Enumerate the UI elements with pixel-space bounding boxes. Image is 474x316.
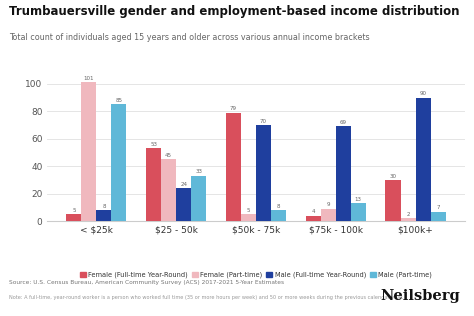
Text: 2: 2 [406, 212, 410, 217]
Text: 70: 70 [260, 118, 267, 124]
Bar [191, 176, 206, 221]
Bar [351, 203, 366, 221]
Legend: Female (Full-time Year-Round), Female (Part-time), Male (Full-time Year-Round), : Female (Full-time Year-Round), Female (P… [77, 269, 435, 281]
Text: 30: 30 [390, 173, 396, 179]
Text: Note: A full-time, year-round worker is a person who worked full time (35 or mor: Note: A full-time, year-round worker is … [9, 295, 404, 300]
Text: 4: 4 [311, 209, 315, 214]
Bar [96, 210, 111, 221]
Bar [256, 125, 271, 221]
Text: 33: 33 [195, 169, 202, 174]
Text: Neilsberg: Neilsberg [380, 289, 460, 303]
Bar [385, 180, 401, 221]
Bar [321, 209, 336, 221]
Text: 8: 8 [102, 204, 106, 209]
Text: 53: 53 [150, 142, 157, 147]
Bar [416, 98, 430, 221]
Bar [306, 216, 321, 221]
Bar [66, 214, 82, 221]
Bar [146, 149, 161, 221]
Text: 7: 7 [436, 205, 440, 210]
Bar [401, 218, 416, 221]
Text: Source: U.S. Census Bureau, American Community Survey (ACS) 2017-2021 5-Year Est: Source: U.S. Census Bureau, American Com… [9, 280, 284, 285]
Text: 45: 45 [165, 153, 172, 158]
Text: 90: 90 [419, 91, 427, 96]
Text: 24: 24 [180, 182, 187, 187]
Text: 5: 5 [72, 208, 76, 213]
Text: Trumbauersville gender and employment-based income distribution: Trumbauersville gender and employment-ba… [9, 5, 460, 18]
Text: 101: 101 [83, 76, 94, 81]
Bar [161, 159, 176, 221]
Bar [226, 113, 241, 221]
Text: 8: 8 [277, 204, 280, 209]
Bar [271, 210, 286, 221]
Text: 9: 9 [327, 203, 330, 208]
Text: 79: 79 [230, 106, 237, 111]
Bar [82, 82, 96, 221]
Text: Total count of individuals aged 15 years and older across various annual income : Total count of individuals aged 15 years… [9, 33, 370, 42]
Bar [176, 188, 191, 221]
Text: 5: 5 [246, 208, 250, 213]
Bar [430, 212, 446, 221]
Bar [336, 126, 351, 221]
Text: 13: 13 [355, 197, 362, 202]
Text: 69: 69 [340, 120, 347, 125]
Text: 85: 85 [116, 98, 122, 103]
Bar [111, 104, 127, 221]
Bar [241, 214, 256, 221]
